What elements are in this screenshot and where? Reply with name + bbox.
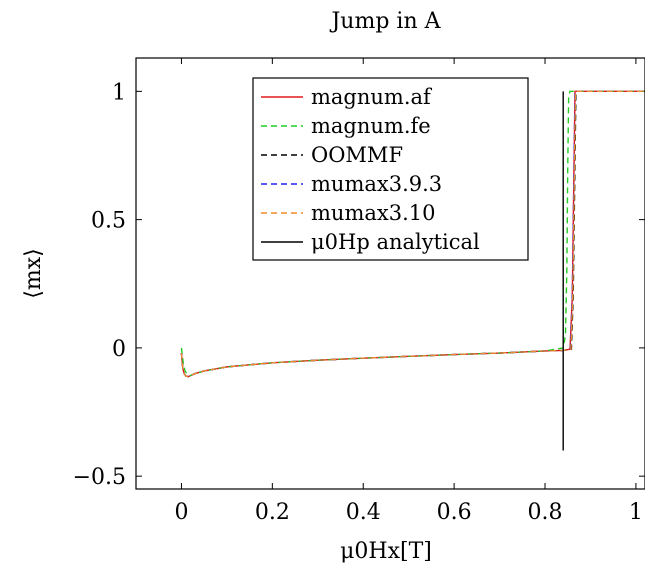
legend-label: mumax3.9.3 [311, 172, 442, 196]
y-tick-label: 1 [112, 80, 126, 105]
plot-frame [135, 57, 645, 490]
x-tick-label: 0.8 [528, 500, 563, 525]
y-axis-label: ⟨mx⟩ [21, 248, 46, 298]
x-axis-label-text: μ0Hx[T] [340, 539, 432, 564]
y-tick-label: 0.5 [91, 209, 126, 234]
legend-label: mumax3.10 [311, 201, 435, 225]
y-tick-label: −0.5 [73, 465, 126, 490]
y-tick-label: 0 [112, 337, 126, 362]
y-axis-label-text: ⟨mx⟩ [21, 248, 46, 298]
chart-title: Jump in A [329, 9, 441, 34]
legend-label: magnum.af [311, 85, 433, 109]
legend-label: OOMMF [311, 143, 403, 167]
x-tick-label: 0 [174, 500, 188, 525]
x-tick-label: 1 [629, 500, 643, 525]
legend-label: magnum.fe [311, 114, 431, 138]
tick-marks [136, 58, 645, 489]
x-tick-label: 0.2 [255, 500, 290, 525]
x-axis-label: μ0Hx[T] [340, 539, 432, 564]
x-tick-label: 0.4 [346, 500, 381, 525]
legend-box [252, 77, 529, 261]
tick-labels: 0 0.2 0.4 0.6 0.8 1 −0.5 0 0.5 1 [73, 80, 643, 525]
legend: magnum.af magnum.fe OOMMF mumax3.9.3 mumax3.… [252, 77, 529, 261]
x-tick-label: 0.6 [437, 500, 472, 525]
legend-label: μ0Hp analytical [311, 230, 480, 254]
series-layer [180, 90, 645, 451]
